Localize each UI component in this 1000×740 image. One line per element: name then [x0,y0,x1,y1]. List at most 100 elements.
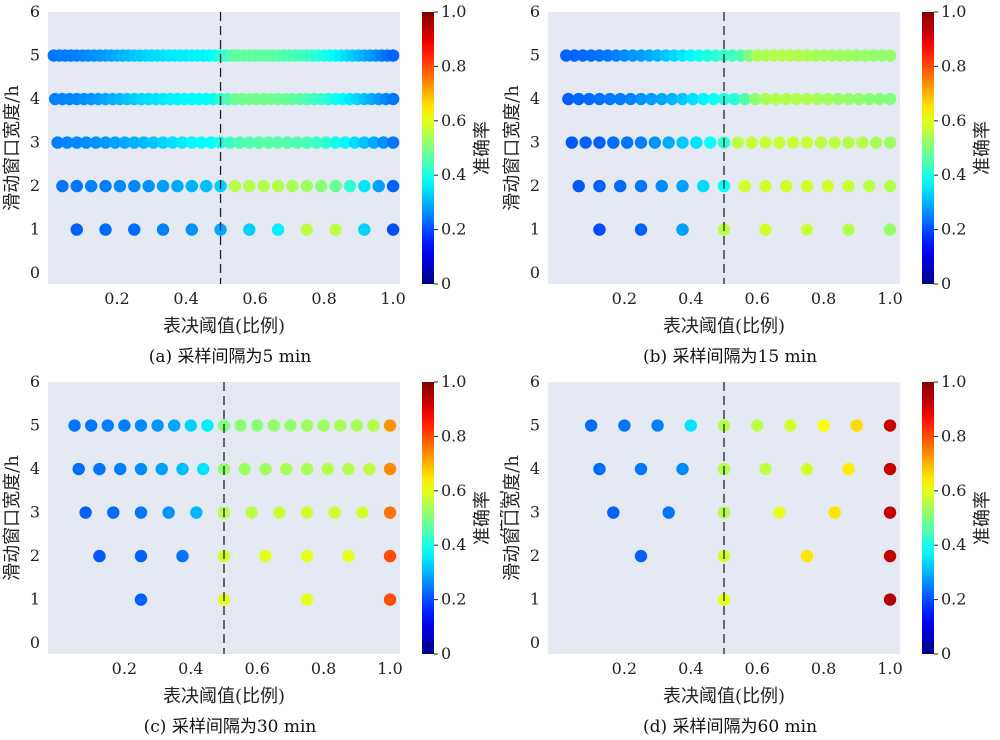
data-point [70,136,83,149]
y-tick-label: 1 [30,590,40,609]
data-point [334,419,347,432]
data-point [68,419,81,432]
data-point [790,92,803,106]
data-point [300,179,314,193]
colorbar-label: 准确率 [972,491,993,545]
data-point [856,136,869,149]
data-point [56,179,69,193]
data-point [367,136,381,149]
data-point [562,92,575,106]
data-point [321,462,334,476]
data-point [108,136,122,149]
panel-caption: (c) 采样间隔为30 min [144,717,317,737]
data-point [593,179,606,193]
colorbar-tick-label: 0.2 [941,220,966,239]
x-tick-label: 0.6 [242,289,267,308]
chart-panel-d: 0 1 2 3 4 5 6 0.2 0.4 0.6 0.8 1.0 表决阈值(比例) 滑动窗口宽度/h 准确… [500,370,1000,740]
data-point [828,506,841,519]
colorbar-tick-label: 0.2 [941,590,966,609]
y-tick-label: 1 [530,220,540,239]
data-point [386,92,400,106]
data-point [190,506,203,519]
data-point [328,506,341,519]
data-point [238,462,251,476]
data-point [773,136,786,149]
data-point [70,179,83,193]
colorbar-tick-label: 1.0 [941,2,966,21]
data-point [356,506,369,519]
data-point [676,223,689,236]
data-point [300,506,314,519]
colorbar-tick-label: 0 [441,274,451,293]
data-point [883,92,897,106]
data-point [821,92,834,106]
data-point [745,136,758,149]
data-point [817,419,830,432]
data-point [676,92,689,106]
data-point [620,136,634,149]
data-point [634,462,648,476]
data-point [176,136,189,149]
data-point [300,136,314,149]
data-point [329,136,342,149]
data-point [603,92,617,106]
data-point [645,92,658,106]
data-point [842,136,855,149]
data-point [156,223,170,236]
data-point [113,179,127,193]
data-point [703,136,717,149]
data-point [383,462,397,476]
data-point [137,136,151,149]
data-point [883,223,897,236]
data-point [383,419,397,432]
data-point [697,92,710,106]
colorbar-tick-label: 1.0 [441,2,466,21]
y-tick-label: 6 [530,2,540,21]
x-tick-label: 0.6 [744,289,769,308]
data-point [72,462,85,476]
data-point [342,462,355,476]
chart-panel-a: 0 1 2 3 4 5 6 0.2 0.4 0.6 0.8 1.0 表决阈值(比例) 滑动窗口宽度/h 0 0… [0,0,500,370]
data-point [651,419,664,432]
x-tick-label: 0.4 [178,659,203,678]
colorbar-tick-label: 0.6 [441,111,466,130]
data-point [273,506,286,519]
data-point [342,549,355,563]
data-point [80,136,93,149]
data-point [811,92,824,106]
data-point [329,179,342,193]
data-point [128,179,141,193]
data-point [176,462,189,476]
y-tick-label: 4 [530,459,540,478]
data-point [284,419,297,432]
colorbar-tick-label: 1.0 [441,372,466,391]
y-tick-label: 5 [530,416,540,435]
colorbar-tick-label: 0 [941,274,951,293]
colorbar-tick-label: 1.0 [941,372,966,391]
x-tick-label: 0.4 [678,659,703,678]
y-tick-label: 5 [30,416,40,435]
data-point [773,506,786,519]
data-point [873,92,886,106]
data-point [251,419,264,432]
data-point [199,179,213,193]
data-point [267,419,281,432]
data-point [281,136,294,149]
data-point [842,223,855,236]
scatter-chart-b: 0 1 2 3 4 5 6 0.2 0.4 0.6 0.8 1.0 表决阈值(比例) 滑动窗口宽度/h 0 0… [502,2,993,367]
data-point [386,223,400,236]
data-point [624,92,637,106]
data-point [128,223,141,236]
data-point [883,462,897,476]
data-point [358,179,371,193]
data-point [614,179,627,193]
data-point [147,136,160,149]
data-point [348,136,361,149]
scatter-chart-a: 0 1 2 3 4 5 6 0.2 0.4 0.6 0.8 1.0 表决阈值(比例) 滑动窗口宽度/h 0 0… [2,2,493,367]
data-point [784,419,797,432]
data-point [686,92,700,106]
colorbar-tick-label: 0.8 [441,426,466,445]
y-tick-label: 5 [530,46,540,65]
data-point [51,136,64,149]
data-point [134,593,148,606]
